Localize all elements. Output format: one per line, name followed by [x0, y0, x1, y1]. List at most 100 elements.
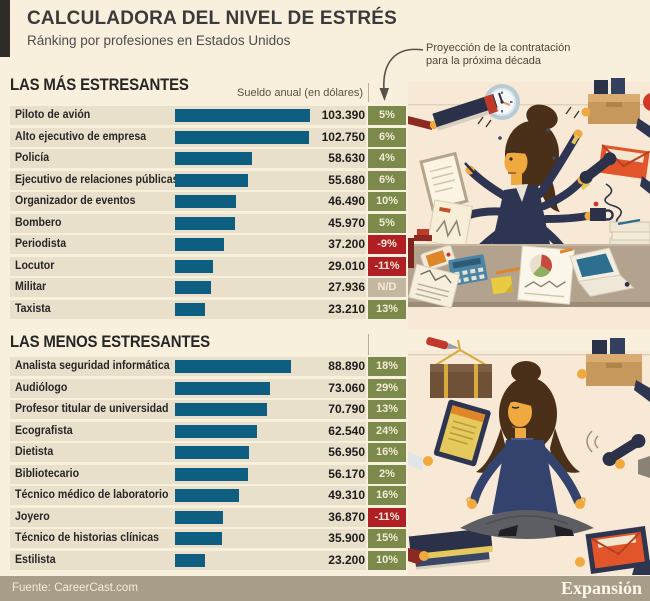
salary-bar — [175, 173, 248, 187]
projection-badge: 2% — [368, 464, 406, 484]
salary-value: 37.200 — [328, 237, 365, 251]
salary-value: 56.950 — [328, 445, 365, 459]
profession-row: Ecografista 62.540 24% — [10, 421, 416, 441]
clipboard-icon — [419, 151, 469, 212]
salary-bar — [175, 238, 224, 251]
profession-label: Piloto de avión — [15, 109, 91, 121]
paper-stack-icon — [609, 218, 650, 249]
salary-value: 23.210 — [328, 301, 365, 316]
salary-value: 35.900 — [328, 531, 365, 545]
profession-label: Joyero — [15, 510, 50, 523]
profession-row: Locutor 29.010 -11% — [10, 256, 416, 276]
sticky-note-icon — [490, 275, 514, 295]
books-icon — [408, 527, 493, 570]
column-divider-line — [368, 83, 369, 102]
salary-value: 27.936 — [328, 280, 365, 294]
salary-value: 103.390 — [321, 108, 365, 122]
salary-value: 73.060 — [328, 380, 365, 395]
salary-bar — [175, 489, 239, 502]
section-title-most-stressful: LAS MÁS ESTRESANTES — [10, 75, 189, 94]
salary-value: 49.310 — [328, 488, 365, 502]
profession-label: Estilista — [15, 553, 56, 566]
profession-label: Dietista — [15, 446, 54, 458]
profession-label: Analista seguridad informática — [15, 360, 170, 372]
projection-badge: 10% — [368, 550, 406, 570]
projection-badge: 10% — [368, 192, 406, 211]
projection-badge: 24% — [368, 421, 406, 441]
projection-badge: -11% — [368, 507, 406, 527]
profession-label: Bombero — [15, 216, 62, 229]
projection-badge: 4% — [368, 149, 406, 168]
projection-badge: 16% — [368, 443, 406, 462]
source-credit: Fuente: CareerCast.com — [12, 582, 138, 594]
clipboard-icon — [433, 399, 491, 467]
salary-value: 36.870 — [328, 509, 365, 524]
projection-badge: 6% — [368, 127, 406, 147]
projection-badge: 15% — [368, 529, 406, 548]
rows-0: Piloto de avión 103.390 5% Alto ejecutivo d… — [10, 106, 416, 321]
salary-bar — [175, 403, 267, 416]
laptop-icon — [569, 247, 635, 297]
projection-badge: 13% — [368, 400, 406, 419]
salary-value: 102.750 — [321, 129, 365, 144]
salary-value: 45.970 — [328, 215, 365, 230]
salary-value: 70.790 — [328, 402, 365, 416]
salary-value: 23.200 — [328, 552, 365, 567]
salary-bar — [175, 532, 222, 545]
salary-bar — [175, 381, 270, 395]
profession-row: Técnico de historias clínicas 35.900 15% — [10, 529, 416, 548]
books-icon — [432, 93, 499, 131]
page-title: CALCULADORA DEL NIVEL DE ESTRÉS — [27, 8, 398, 29]
smartphone-icon — [420, 244, 456, 272]
projection-badge: 18% — [368, 357, 406, 376]
profession-row: Policía 58.630 4% — [10, 149, 416, 168]
projection-badge: 5% — [368, 213, 406, 233]
profession-label: Ejecutivo de relaciones públicas — [15, 173, 179, 186]
cutter-icon — [426, 337, 461, 350]
salary-value: 88.890 — [328, 359, 365, 373]
title-accent-bar — [0, 0, 10, 57]
profession-row: Periodista 37.200 -9% — [10, 235, 416, 254]
annotation-line2: para la próxima década — [426, 55, 541, 67]
profession-row: Bombero 45.970 5% — [10, 213, 416, 233]
profession-row: Joyero 36.870 -11% — [10, 507, 416, 527]
profession-row: Analista seguridad informática 88.890 18% — [10, 357, 416, 376]
projection-badge: N/D — [368, 278, 406, 297]
projection-badge: 6% — [368, 170, 406, 190]
brand-logo: Expansión — [560, 578, 642, 598]
stamp-icon — [414, 229, 432, 241]
salary-bar — [175, 360, 291, 373]
rows-1: Analista seguridad informática 88.890 18% A… — [10, 357, 416, 572]
profession-label: Policía — [15, 152, 50, 164]
profession-label: Alto ejecutivo de empresa — [15, 130, 147, 143]
section-title-least-stressful: LAS MENOS ESTRESANTES — [10, 332, 210, 351]
salary-bar — [175, 510, 223, 524]
projection-annotation: Proyección de la contratación para la pr… — [426, 42, 570, 68]
salary-bar — [175, 553, 205, 567]
sleeve-left — [408, 116, 432, 130]
profession-label: Profesor titular de universidad — [15, 403, 169, 415]
salary-bar — [175, 302, 205, 316]
annotation-line1: Proyección de la contratación — [426, 42, 571, 54]
profession-label: Bibliotecario — [15, 467, 80, 480]
profession-label: Taxista — [15, 302, 51, 315]
projection-badge: 13% — [368, 299, 406, 319]
salary-value: 29.010 — [328, 258, 365, 273]
salary-bar — [175, 467, 248, 481]
pencil-icon — [495, 266, 523, 275]
chart-document-icon — [517, 245, 575, 305]
profession-row: Alto ejecutivo de empresa 102.750 6% — [10, 127, 416, 147]
salary-value: 62.540 — [328, 423, 365, 438]
file-box-icon — [586, 338, 642, 386]
salary-bar — [175, 195, 236, 208]
profession-label: Técnico médico de laboratorio — [15, 489, 169, 501]
profession-label: Organizador de eventos — [15, 195, 136, 207]
salary-value: 58.630 — [328, 151, 365, 165]
profession-row: Audiólogo 73.060 29% — [10, 378, 416, 398]
profession-row: Profesor titular de universidad 70.790 13% — [10, 400, 416, 419]
projection-badge: 5% — [368, 106, 406, 125]
phone-receiver-icon — [579, 152, 617, 184]
salary-value: 46.490 — [328, 194, 365, 208]
profession-row: Bibliotecario 56.170 2% — [10, 464, 416, 484]
